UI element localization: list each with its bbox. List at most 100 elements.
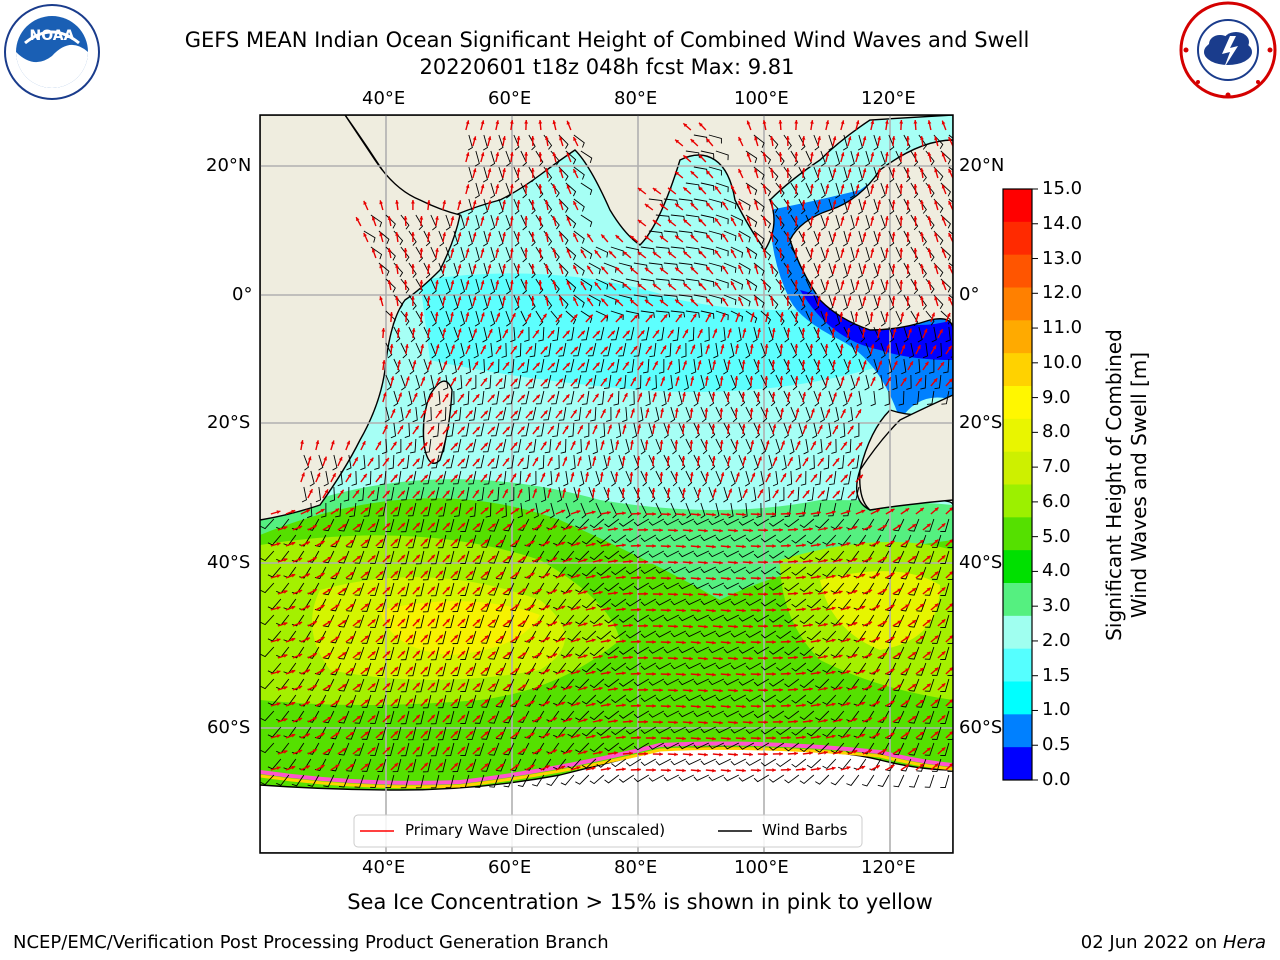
colorbar-tick-label: 11.0 <box>1042 317 1083 339</box>
wind-barb <box>581 534 597 545</box>
wind-barb <box>685 406 691 423</box>
wave-arrow-head <box>495 248 500 253</box>
wave-arrow-head <box>276 766 281 770</box>
wind-barb <box>940 710 950 724</box>
wave-arrow-head <box>728 328 732 333</box>
wave-arrow-head <box>754 136 758 141</box>
wave-arrow-head <box>298 749 303 754</box>
wave-arrow-head <box>630 299 635 304</box>
wind-barb <box>522 454 530 470</box>
wave-arrow-head <box>875 637 880 641</box>
wave-arrow-head <box>882 525 887 529</box>
wave-arrow-head <box>424 602 428 607</box>
wind-barb <box>640 566 657 575</box>
wave-arrow-head <box>576 606 581 610</box>
wave-arrow-head <box>445 490 450 495</box>
wave-arrow-head <box>851 490 855 495</box>
wave-arrow-head <box>731 281 735 286</box>
wind-barb <box>888 262 895 279</box>
wind-barb <box>323 470 329 487</box>
colorbar-segment <box>1003 681 1032 715</box>
wave-arrow-head <box>557 441 561 446</box>
wind-barb <box>426 406 432 422</box>
wave-arrow-head <box>787 767 791 772</box>
wave-arrow-head <box>868 653 872 658</box>
wind-barb <box>395 438 402 454</box>
wind-barb <box>708 166 722 176</box>
wave-arrow-head <box>349 540 354 544</box>
wave-arrow-head <box>754 200 758 205</box>
wave-arrow-head <box>354 457 358 462</box>
wave-arrow-head <box>601 266 606 271</box>
wind-barb <box>783 262 792 278</box>
wind-barb <box>589 550 605 561</box>
wave-arrow-head <box>487 168 492 173</box>
wind-barb <box>700 662 717 670</box>
wave-arrow-head <box>644 203 649 208</box>
wave-arrow-head <box>545 765 550 769</box>
wind-barb <box>517 550 530 563</box>
wave-arrow-head <box>453 474 458 479</box>
wave-arrow-head <box>530 264 535 268</box>
wave-arrow-head <box>749 376 754 380</box>
wave-arrow-head <box>499 635 504 640</box>
wave-arrow-head <box>825 152 830 157</box>
wave-arrow-head <box>382 392 387 397</box>
wind-barb <box>640 630 657 639</box>
wave-arrow-head <box>927 248 932 253</box>
wave-arrow-head <box>504 329 508 334</box>
wind-barb <box>916 630 927 644</box>
wave-arrow-head <box>509 184 514 188</box>
wave-arrow-head <box>530 668 535 673</box>
wave-arrow-head <box>794 719 798 724</box>
wave-arrow-head <box>675 267 680 272</box>
wave-arrow-head <box>559 200 563 205</box>
lon-label-bottom: 80°E <box>614 857 658 878</box>
wind-barb <box>489 550 500 564</box>
wind-barb <box>370 678 380 692</box>
wave-arrow-head <box>742 768 746 773</box>
lon-label-top: 80°E <box>614 88 658 109</box>
wind-barb <box>604 646 620 656</box>
wind-barb <box>407 662 417 677</box>
wind-barb <box>857 198 863 215</box>
colorbar-tick-label: 6.0 <box>1042 490 1071 512</box>
wave-arrow-head <box>920 264 924 268</box>
wind-barb <box>575 614 590 625</box>
wave-arrow-head <box>610 362 615 367</box>
wave-arrow-head <box>379 667 384 672</box>
wave-arrow-head <box>675 139 680 144</box>
wind-barb <box>670 406 676 423</box>
wind-barb <box>783 166 792 182</box>
wind-barb <box>361 694 372 708</box>
wave-arrow-head <box>719 440 724 444</box>
wave-arrow-head <box>610 330 615 335</box>
wave-arrow-head <box>588 314 593 319</box>
wave-arrow-head <box>682 576 686 581</box>
wave-arrow-head <box>300 440 304 444</box>
wave-arrow-head <box>487 136 492 141</box>
wind-barb <box>323 646 335 660</box>
wave-arrow-head <box>476 747 481 752</box>
wave-arrow <box>952 656 953 659</box>
wind-barb <box>452 630 462 645</box>
wave-arrow-head <box>541 472 546 477</box>
wave-arrow-head <box>276 574 281 578</box>
wave-arrow-head <box>810 376 814 380</box>
wave-arrow-head <box>840 216 845 221</box>
wind-barb <box>753 358 760 375</box>
wind-barb <box>361 598 372 612</box>
wave-arrow-head <box>450 216 455 221</box>
wind-barb <box>626 326 635 341</box>
wind-barb <box>573 486 579 503</box>
wind-barb <box>908 342 915 359</box>
wind-barb <box>806 598 822 609</box>
wind-barb <box>586 454 592 471</box>
wave-arrow-head <box>846 328 851 332</box>
wave-arrow-head <box>592 456 597 461</box>
wind-barb <box>678 678 695 686</box>
wind-barb <box>498 262 504 279</box>
wind-barb <box>861 774 875 787</box>
wind-barb <box>806 758 822 769</box>
